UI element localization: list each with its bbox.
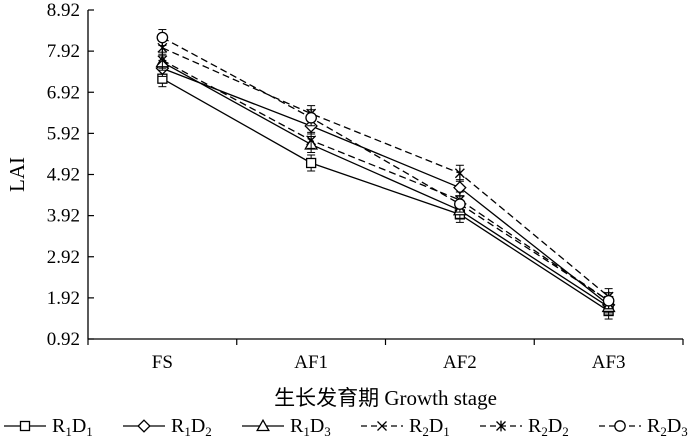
legend-marker xyxy=(19,420,31,432)
legend-label: R1D1 xyxy=(52,415,93,439)
legend-marker xyxy=(496,420,506,432)
y-tick-label: 2.92 xyxy=(47,247,80,268)
legend-item-R1D3: R1D3 xyxy=(242,415,331,439)
x-tick-label: AF2 xyxy=(443,352,477,373)
legend-item-R2D3: R2D3 xyxy=(599,415,688,439)
series-line xyxy=(162,59,609,302)
data-point xyxy=(305,111,317,124)
legend-label: R1D2 xyxy=(171,415,212,439)
series-R1D3 xyxy=(155,53,616,316)
legend-marker xyxy=(377,421,387,431)
x-axis-title: 生长发育期 Growth stage xyxy=(274,386,497,410)
series-R2D3 xyxy=(156,29,615,310)
y-tick-label: 0.92 xyxy=(47,329,80,350)
x-tick-label: FS xyxy=(152,352,173,373)
legend-label: R2D1 xyxy=(409,415,450,439)
series-R1D2 xyxy=(155,59,616,314)
legend-label: R2D3 xyxy=(647,415,688,439)
legend-marker xyxy=(256,418,270,432)
legend-label: R1D3 xyxy=(290,415,331,439)
data-point xyxy=(306,135,317,146)
y-tick-label: 3.92 xyxy=(47,206,80,227)
series-line xyxy=(162,36,609,302)
legend-item-R1D1: R1D1 xyxy=(4,415,93,439)
legend-marker xyxy=(137,419,151,433)
y-tick-label: 8.92 xyxy=(47,0,80,21)
y-tick-label: 1.92 xyxy=(47,288,80,309)
y-axis-title: LAI xyxy=(5,157,29,192)
legend: R1D1 R1D2 R1D3 R2D1 R2D2 R2D3 xyxy=(4,415,688,439)
data-point xyxy=(157,55,168,66)
legend-label: R2D2 xyxy=(528,415,569,439)
data-point xyxy=(454,198,466,210)
data-point xyxy=(156,31,169,44)
series-line xyxy=(162,78,609,312)
series-line xyxy=(162,67,610,306)
y-tick-label: 5.92 xyxy=(47,123,80,144)
legend-item-R1D2: R1D2 xyxy=(123,415,212,439)
series-layer xyxy=(155,29,616,320)
data-point xyxy=(305,157,317,169)
x-tick-label: AF1 xyxy=(294,352,328,373)
y-axis-ticks: 0.92 1.92 2.92 3.92 4.92 5.92 6.92 7.92 8.92 xyxy=(47,0,94,350)
x-axis-ticks: FS AF1 AF2 AF3 xyxy=(87,339,684,373)
series-R1D1 xyxy=(157,70,614,320)
legend-item-R2D2: R2D2 xyxy=(480,415,569,439)
legend-item-R2D1: R2D1 xyxy=(361,415,450,439)
y-tick-label: 7.92 xyxy=(47,41,80,62)
series-line xyxy=(162,61,609,308)
x-tick-label: AF3 xyxy=(592,352,626,373)
y-tick-label: 6.92 xyxy=(47,82,80,103)
legend-marker xyxy=(614,420,626,432)
series-line xyxy=(162,47,610,298)
data-point xyxy=(454,167,465,179)
y-tick-label: 4.92 xyxy=(47,165,80,186)
axes xyxy=(87,10,683,340)
data-point xyxy=(602,294,615,307)
